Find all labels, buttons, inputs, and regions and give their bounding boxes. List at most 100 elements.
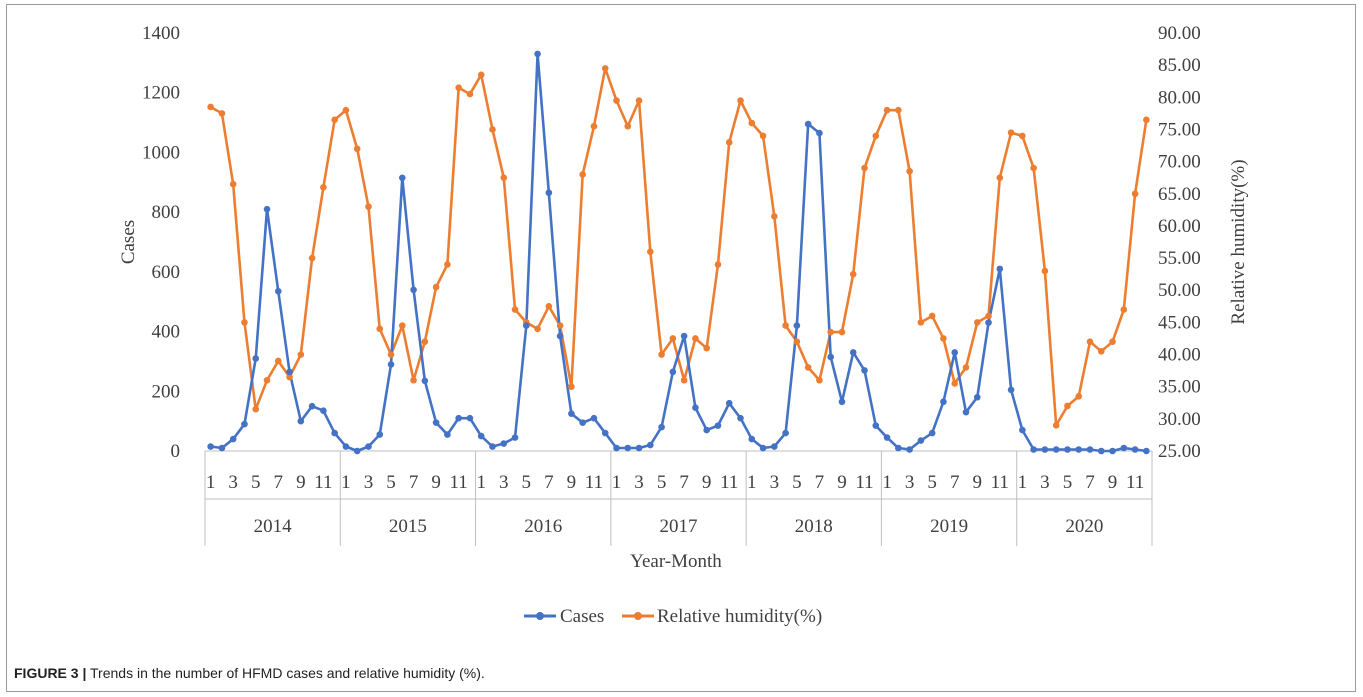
y-left-tick-label: 800 — [152, 202, 181, 223]
x-month-tick-label: 7 — [1085, 472, 1095, 493]
humidity-data-point — [613, 97, 620, 104]
cases-data-point — [962, 408, 970, 416]
cases-data-point — [748, 435, 756, 443]
cases-data-point — [680, 332, 688, 340]
x-month-tick-label: 11 — [314, 472, 332, 493]
cases-data-point — [229, 435, 237, 443]
x-month-tick-label: 1 — [747, 472, 757, 493]
humidity-data-point — [816, 376, 823, 384]
humidity-data-point — [376, 325, 384, 333]
humidity-data-point — [996, 174, 1004, 181]
humidity-data-point — [906, 167, 913, 175]
humidity-data-point — [286, 373, 293, 381]
cases-data-point — [827, 353, 834, 361]
y-right-tick-label: 55.00 — [1158, 248, 1201, 269]
cases-data-point — [895, 444, 902, 452]
x-month-tick-label: 1 — [206, 472, 216, 493]
cases-data-point — [973, 393, 981, 401]
cases-data-point — [308, 402, 316, 410]
humidity-data-point — [297, 351, 305, 358]
x-month-tick-label: 3 — [364, 472, 374, 493]
y-right-tick-label: 90.00 — [1158, 23, 1201, 44]
y-left-tick-label: 400 — [152, 322, 181, 343]
humidity-data-point — [1075, 393, 1083, 400]
humidity-data-point — [771, 212, 778, 220]
x-year-label: 2015 — [389, 516, 427, 537]
x-year-label: 2020 — [1065, 516, 1103, 537]
humidity-data-point — [748, 119, 756, 127]
cases-data-point — [489, 443, 496, 450]
humidity-data-point — [421, 338, 429, 345]
x-month-tick-label: 5 — [657, 472, 667, 493]
humidity-data-point — [703, 344, 710, 352]
humidity-data-point — [398, 322, 406, 329]
humidity-data-point — [1041, 267, 1049, 275]
x-month-tick-label: 9 — [973, 472, 983, 493]
x-month-tick-label: 5 — [386, 472, 396, 493]
humidity-data-point — [951, 380, 959, 387]
humidity-data-point — [444, 261, 451, 268]
humidity-data-point — [534, 325, 541, 333]
cases-data-point — [1097, 447, 1105, 455]
humidity-data-point — [782, 322, 789, 329]
cases-data-point — [872, 422, 880, 429]
x-month-tick-label: 7 — [950, 472, 960, 493]
humidity-data-point — [1052, 421, 1060, 429]
humidity-data-point — [883, 106, 891, 114]
cases-data-point — [838, 398, 846, 406]
humidity-data-point — [624, 122, 632, 130]
y-right-tick-label: 60.00 — [1158, 216, 1201, 237]
humidity-data-point — [353, 145, 361, 153]
humidity-data-point — [917, 319, 925, 326]
humidity-data-point — [477, 71, 485, 79]
cases-data-point — [534, 50, 541, 58]
x-month-tick-label: 9 — [1108, 472, 1118, 493]
cases-data-point — [1109, 447, 1116, 455]
cases-data-point — [342, 443, 350, 450]
legend-cases-label: Cases — [560, 606, 604, 627]
x-year-label: 2016 — [524, 516, 562, 537]
cases-data-point — [455, 414, 462, 422]
y-left-tick-label: 200 — [152, 381, 181, 402]
humidity-data-point — [1030, 164, 1037, 172]
humidity-data-point — [759, 132, 767, 140]
x-year-label: 2019 — [930, 516, 968, 537]
y-right-tick-label: 40.00 — [1158, 345, 1201, 366]
cases-data-point — [241, 420, 248, 428]
cases-data-point — [398, 174, 406, 182]
series-lines — [209, 52, 1148, 453]
humidity-data-point — [737, 97, 744, 104]
cases-data-point — [1064, 446, 1071, 453]
x-month-tick-label: 9 — [296, 472, 306, 493]
figure-caption: FIGURE 3 | Trends in the number of HFMD … — [14, 665, 485, 681]
humidity-data-point — [556, 322, 564, 329]
humidity-data-point — [714, 261, 722, 268]
humidity-data-point — [1007, 129, 1015, 136]
x-month-tick-label: 3 — [499, 472, 509, 493]
x-month-tick-label: 5 — [251, 472, 261, 493]
humidity-data-point — [804, 364, 812, 371]
cases-data-point — [477, 432, 485, 440]
cases-data-point — [511, 434, 519, 441]
cases-data-point — [771, 443, 778, 450]
cases-data-point — [635, 444, 643, 452]
x-month-tick-label: 11 — [720, 472, 738, 493]
x-month-tick-label: 3 — [905, 472, 915, 493]
cases-data-point — [1143, 447, 1150, 455]
x-month-tick-label: 11 — [991, 472, 1009, 493]
humidity-data-point — [940, 335, 947, 342]
cases-data-point — [297, 417, 305, 425]
y-right-tick-label: 50.00 — [1158, 280, 1201, 301]
cases-data-point — [951, 349, 959, 356]
humidity-data-point — [331, 116, 338, 124]
cases-data-point — [1007, 386, 1015, 394]
cases-data-point — [703, 426, 710, 434]
humidity-data-point — [365, 203, 372, 210]
cases-data-point — [759, 444, 767, 452]
cases-data-point — [1052, 446, 1060, 453]
humidity-data-point — [1120, 306, 1128, 313]
y-axis-left: 0 200 400 600 800 1000 1200 1400 — [142, 23, 180, 462]
cases-data-point — [252, 355, 260, 362]
cases-data-point — [331, 429, 338, 437]
